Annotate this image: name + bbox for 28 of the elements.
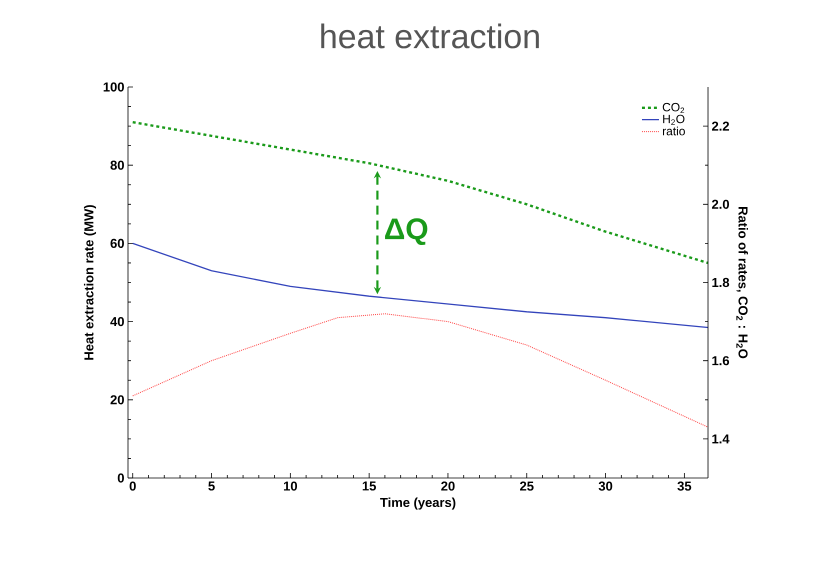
y-tick-label: 100 (104, 82, 124, 92)
y-tick-label: 40 (110, 317, 124, 326)
legend-label: ratio (662, 126, 685, 136)
line-series (132, 313, 708, 428)
annotation: ΔQ (385, 218, 428, 246)
x-axis-title: Time (years) (380, 498, 456, 510)
y2-tick-label: 1.6 (712, 356, 730, 366)
x-tick-label: 20 (441, 482, 455, 491)
chart-title: heat extraction (321, 24, 539, 48)
x-tick-label: 25 (520, 482, 534, 491)
y-tick-label: 0 (118, 473, 124, 483)
y2-tick-label: 2.2 (712, 122, 730, 131)
x-tick-label: 30 (598, 482, 612, 491)
y-tick-label: 20 (110, 395, 124, 404)
y-tick-label: 60 (110, 238, 124, 248)
x-tick-label: 35 (677, 482, 692, 491)
y2-tick-label: 2.0 (712, 200, 730, 209)
x-tick-label: 5 (208, 482, 215, 491)
y-axis-title: Heat extraction rate (MW) (84, 205, 96, 360)
y2-axis-title: Ratio of rates, CO$_{2}$ : H$_{2}$O (736, 207, 748, 358)
y2-tick-label: 1.4 (712, 434, 730, 444)
legend-label: H$_{2}$O (663, 114, 684, 125)
y-tick-label: 80 (110, 160, 124, 170)
x-tick-label: 15 (362, 482, 376, 491)
y2-tick-label: 1.8 (712, 278, 730, 288)
legend-label: CO$_{2}$ (662, 102, 684, 114)
x-tick-label: 0 (130, 482, 136, 491)
x-tick-label: 10 (284, 482, 298, 491)
